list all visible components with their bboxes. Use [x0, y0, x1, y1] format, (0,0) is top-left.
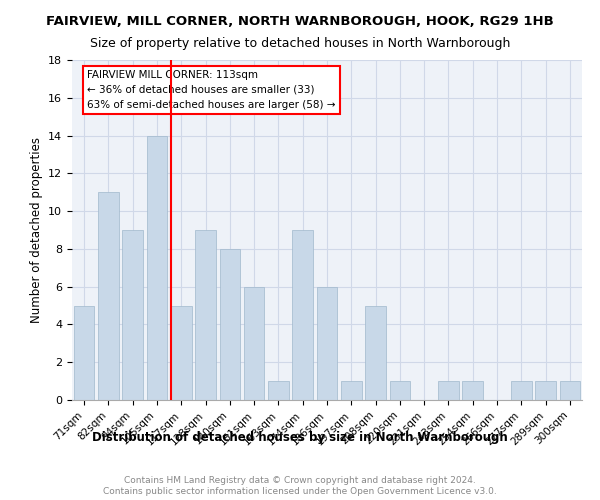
Y-axis label: Number of detached properties: Number of detached properties [29, 137, 43, 323]
Bar [317, 286, 337, 400]
Bar [292, 230, 313, 400]
Bar [268, 381, 289, 400]
Text: Contains public sector information licensed under the Open Government Licence v3: Contains public sector information licen… [103, 488, 497, 496]
Bar [122, 230, 143, 400]
Bar [341, 381, 362, 400]
Bar [171, 306, 191, 400]
Bar [535, 381, 556, 400]
Text: Size of property relative to detached houses in North Warnborough: Size of property relative to detached ho… [90, 38, 510, 51]
Bar [511, 381, 532, 400]
Text: FAIRVIEW, MILL CORNER, NORTH WARNBOROUGH, HOOK, RG29 1HB: FAIRVIEW, MILL CORNER, NORTH WARNBOROUGH… [46, 15, 554, 28]
Bar [74, 306, 94, 400]
Bar [98, 192, 119, 400]
Text: Contains HM Land Registry data © Crown copyright and database right 2024.: Contains HM Land Registry data © Crown c… [124, 476, 476, 485]
Bar [438, 381, 459, 400]
Text: FAIRVIEW MILL CORNER: 113sqm
← 36% of detached houses are smaller (33)
63% of se: FAIRVIEW MILL CORNER: 113sqm ← 36% of de… [88, 70, 336, 110]
Bar [146, 136, 167, 400]
Bar [365, 306, 386, 400]
Bar [560, 381, 580, 400]
Bar [220, 249, 240, 400]
Text: Distribution of detached houses by size in North Warnborough: Distribution of detached houses by size … [92, 431, 508, 444]
Bar [195, 230, 216, 400]
Bar [244, 286, 265, 400]
Bar [463, 381, 483, 400]
Bar [389, 381, 410, 400]
